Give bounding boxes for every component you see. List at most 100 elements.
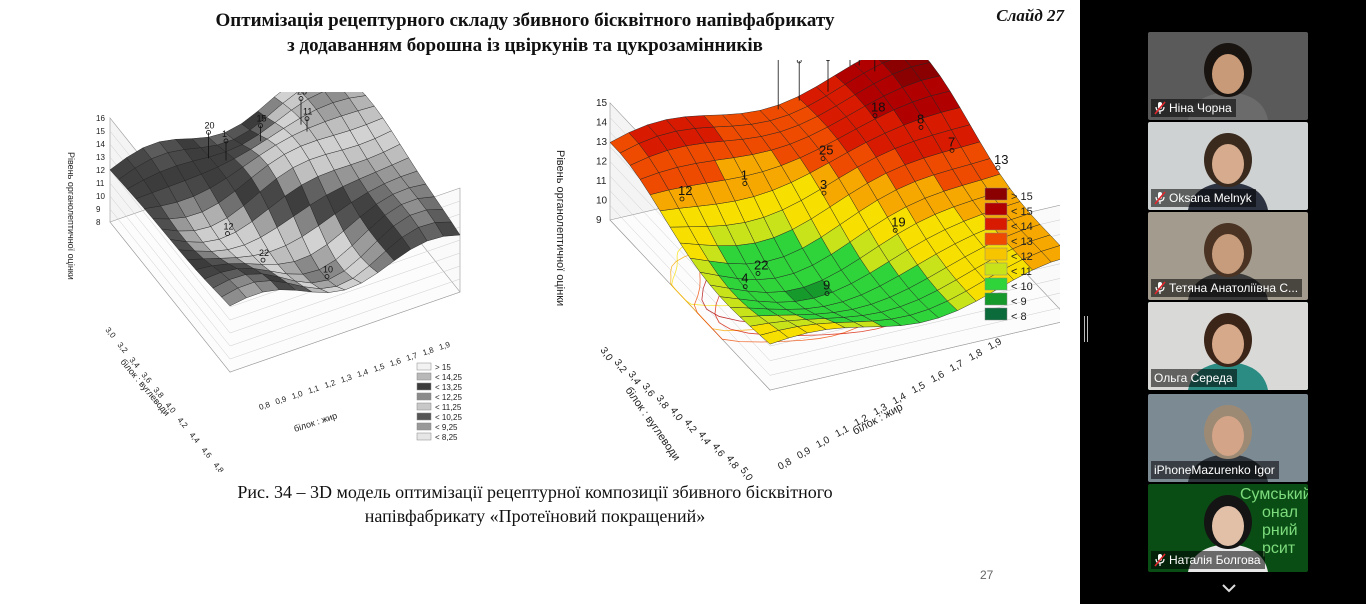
figure-caption: Рис. 34 – 3D модель оптимізації рецептур… (150, 480, 920, 528)
slide-title: Оптимізація рецептурного складу збивного… (90, 8, 960, 58)
surface-cell (878, 60, 891, 64)
z-tick-label: 15 (96, 127, 105, 136)
background-logo-line: онал (1262, 504, 1298, 521)
legend-label: > 15 (435, 363, 451, 372)
legend-label: < 11 (1011, 266, 1032, 278)
legend-swatch (416, 362, 432, 371)
z-tick-label: 16 (96, 114, 105, 123)
experiment-point (206, 129, 211, 135)
legend-label: < 10,25 (435, 413, 462, 422)
experiment-point (304, 116, 310, 122)
x-axis-title: білок : вуглеводи (118, 357, 171, 418)
participant-name: Ніна Чорна (1169, 101, 1232, 115)
legend-swatch (416, 422, 432, 431)
experiment-points: 20 1 15 26 11 12 22 10 (205, 92, 333, 279)
z-tick-label: 13 (596, 137, 608, 148)
point-label: 22 (754, 257, 768, 272)
z-tick-label: 9 (596, 215, 602, 226)
grayscale-surface-plot: 89101112131415163,03,23,43,63,84,04,24,4… (66, 92, 462, 472)
wall-grid-line (109, 169, 231, 321)
legend-label: < 14,25 (435, 373, 462, 382)
participant-name: Ольга Середа (1154, 371, 1233, 385)
participant-name: Тетяна Анатоліївна С... (1169, 281, 1299, 295)
participant-tile[interactable]: Ніна Чорна (1148, 32, 1308, 120)
chart-legend: > 15< 14,25< 13,25< 12,25< 11,25< 10,25<… (416, 362, 462, 442)
x-tick-label: 5,0 (738, 465, 755, 480)
caption-line-2: напівфабрикату «Протеїновий покращений» (364, 506, 706, 526)
point-label: 3 (820, 177, 827, 192)
point-label: 9 (823, 278, 830, 293)
z-tick-label: 9 (96, 205, 101, 214)
experiment-point (820, 156, 826, 162)
wall-grid-line (109, 195, 231, 347)
participant-tile[interactable]: iPhoneMazurenko Igor (1148, 394, 1308, 482)
wall-grid-line (229, 278, 461, 360)
legend-label: < 10 (1011, 281, 1033, 293)
x-tick-label: 4,4 (187, 431, 201, 446)
z-tick-label: 14 (96, 140, 105, 149)
legend-swatch (984, 247, 1008, 261)
y-tick-label: 1,2 (323, 378, 337, 390)
mic-muted-icon (1154, 281, 1166, 295)
z-tick-label: 8 (96, 218, 101, 227)
participant-name-bar: iPhoneMazurenko Igor (1151, 461, 1279, 479)
legend-swatch (416, 372, 432, 381)
chart-legend: > 15 < 15 < 14 < 13 < 12 < 11 < 10 < 9 < 8 (984, 187, 1033, 323)
y-tick-label: 0,9 (795, 445, 813, 461)
legend-swatch (984, 292, 1008, 306)
participant-name-bar: Тетяна Анатоліївна С... (1151, 279, 1303, 297)
experiment-point (825, 60, 831, 62)
experiment-point (755, 271, 761, 276)
panel-splitter-icon[interactable] (1084, 316, 1088, 342)
x-tick-label: 3,4 (626, 369, 643, 387)
wall-grid-line (609, 205, 771, 376)
background-logo-text: Сумський онал рний рсит (1240, 486, 1308, 558)
participant-name-bar: Oksana Melnyk (1151, 189, 1256, 207)
y-tick-label: 1,1 (834, 423, 852, 439)
experiment-point (995, 165, 1001, 171)
experiment-point (796, 60, 802, 64)
legend-swatch (984, 202, 1008, 216)
x-tick-label: 4,2 (682, 417, 699, 435)
participant-tile[interactable]: Ольга Середа (1148, 302, 1308, 390)
point-label: 1 (222, 129, 227, 139)
legend-swatch (416, 412, 432, 421)
legend-swatch (416, 392, 432, 401)
experiment-point (918, 125, 924, 130)
experiment-point (223, 138, 229, 144)
z-tick-label: 11 (596, 176, 607, 187)
z-tick-label: 15 (596, 98, 608, 109)
background-logo-line: рсит (1262, 540, 1296, 557)
participant-tile[interactable]: Тетяна Анатоліївна С... (1148, 212, 1308, 300)
x-tick-label: 3,8 (654, 393, 671, 411)
z-tick-label: 12 (596, 156, 608, 167)
point-label: 19 (891, 214, 905, 229)
x-tick-label: 3,0 (598, 345, 615, 363)
legend-label: < 9 (1011, 296, 1027, 308)
y-axis-title: білок : жир (293, 410, 339, 433)
participant-tile[interactable]: Oksana Melnyk (1148, 122, 1308, 210)
x-axis-title: білок : вуглеводи (623, 385, 683, 463)
wall-grid-line (109, 182, 231, 334)
chevron-down-icon[interactable] (1221, 582, 1237, 594)
legend-label: < 15 (1011, 206, 1033, 218)
point-label: 4 (741, 271, 748, 286)
z-tick-label: 14 (596, 117, 608, 128)
y-tick-label: 1,7 (948, 358, 966, 374)
y-tick-label: 0,9 (274, 394, 288, 406)
point-label: 22 (259, 248, 269, 258)
surface-cell (344, 92, 367, 99)
wall-grid-line (229, 252, 461, 334)
y-tick-label: 1,0 (814, 434, 832, 450)
point-label: 15 (257, 114, 267, 124)
x-tick-label: 3,2 (115, 341, 129, 356)
y-tick-label: 1,8 (967, 347, 985, 363)
legend-swatch (984, 307, 1008, 321)
color-surface-plot: 91011121314153,03,23,43,63,84,04,24,44,6… (554, 60, 1060, 480)
legend-label: < 9,25 (435, 423, 458, 432)
wall-grid-line (229, 265, 461, 347)
x-tick-label: 4,6 (710, 441, 727, 459)
legend-label: > 15 (1011, 191, 1033, 203)
point-label: 25 (819, 143, 833, 158)
participant-tile[interactable]: Сумський онал рний рсит Наталія Болгова (1148, 484, 1308, 572)
